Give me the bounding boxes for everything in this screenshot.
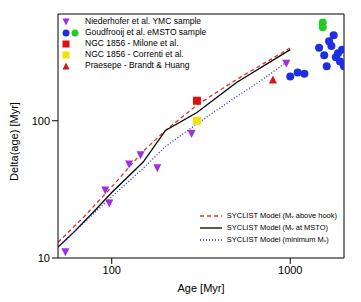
svg-text:1000: 1000	[278, 264, 302, 276]
html-text:Praesepe - Brandt & Huang: Praesepe - Brandt & Huang	[85, 60, 190, 70]
html-text:Niederhofer et al. YMC sample: Niederhofer et al. YMC sample	[85, 16, 202, 26]
svg-text:100: 100	[32, 115, 50, 127]
html-text:SYCLIST Model (Mᵥ at MSTO): SYCLIST Model (Mᵥ at MSTO)	[226, 223, 329, 232]
svg-text:100: 100	[103, 264, 121, 276]
html-text:NGC 1856 - Milone et al.: NGC 1856 - Milone et al.	[85, 38, 179, 48]
html-text:SYCLIST Model (Mᵥ above hook): SYCLIST Model (Mᵥ above hook)	[226, 211, 337, 220]
svg-text:Delta(age) [Myr]: Delta(age) [Myr]	[8, 102, 20, 181]
svg-text:Age [Myr]: Age [Myr]	[177, 282, 224, 294]
svg-text:10: 10	[38, 252, 50, 264]
html-text:SYCLIST Model (minimum Mᵥ): SYCLIST Model (minimum Mᵥ)	[226, 235, 329, 244]
html-text:NGC 1856 - Correnti et al.: NGC 1856 - Correnti et al.	[85, 49, 184, 59]
html-text:Goudfrooij et al. eMSTO sample: Goudfrooij et al. eMSTO sample	[85, 27, 207, 37]
